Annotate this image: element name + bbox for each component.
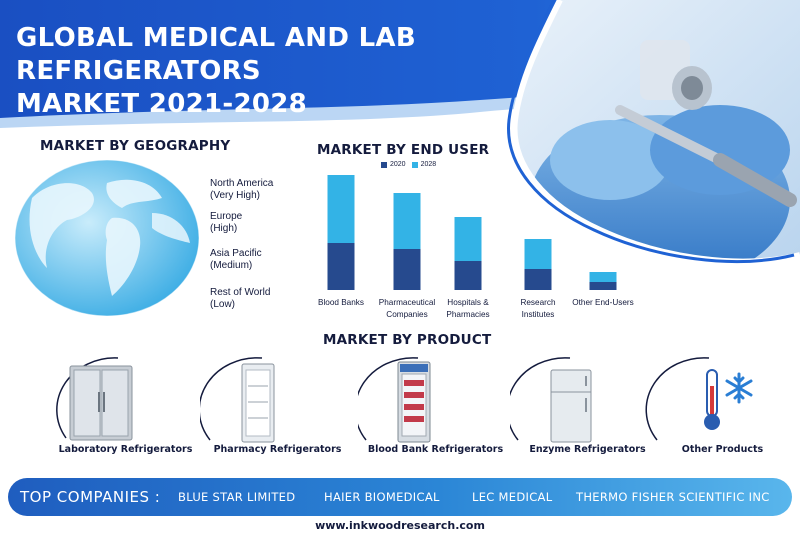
category-label-line: Institutes — [521, 310, 555, 319]
product-heading: MARKET BY PRODUCT — [323, 332, 492, 348]
blood-bank-fridge-icon — [397, 361, 431, 443]
bar-2020-4 — [589, 282, 617, 290]
lab-fridge-icon — [69, 365, 133, 441]
title-line-2: MARKET 2021-2028 — [16, 89, 308, 119]
product-label: Other Products — [681, 444, 764, 455]
enzyme-fridge-icon — [550, 369, 592, 443]
end-user-heading: MARKET BY END USER — [317, 142, 490, 158]
category-label: Other End-Users — [560, 297, 646, 309]
title-line-1: GLOBAL MEDICAL AND LAB REFRIGERATORS — [16, 23, 416, 86]
product-laboratory-refrigerators: Laboratory Refrigerators — [48, 350, 203, 460]
thermometer-snowflake-icon — [704, 369, 753, 430]
bar-2020-3 — [524, 269, 552, 290]
category-label-line: Pharmacies — [446, 310, 490, 319]
legend-label-2020: 2020 — [390, 161, 406, 168]
category-label: Blood Banks — [298, 297, 384, 309]
category-label-line: Companies — [386, 310, 428, 319]
product-arc — [56, 357, 119, 439]
product-arc — [510, 357, 571, 441]
end-user-bar-chart — [327, 175, 617, 290]
region-europe: Europe (High) — [210, 211, 243, 234]
product-label: Blood Bank Refrigerators — [367, 444, 504, 455]
product-pharmacy-refrigerators: Pharmacy Refrigerators — [200, 350, 355, 460]
product-blood-bank-refrigerators: Blood Bank Refrigerators — [358, 350, 513, 460]
legend-label-2028: 2028 — [420, 161, 437, 168]
category-label-line: Other End-Users — [572, 298, 634, 307]
region-north-america: North America (Very High) — [210, 178, 274, 201]
product-arc — [358, 357, 419, 441]
geography-heading: MARKET BY GEOGRAPHY — [40, 138, 231, 154]
category-label-line: Pharmaceutical — [378, 298, 436, 307]
bar-2020-1 — [393, 249, 421, 290]
product-enzyme-refrigerators: Enzyme Refrigerators — [510, 350, 665, 460]
legend-item-2020: 2020 — [381, 161, 406, 168]
region-asia-pacific: Asia Pacific (Medium) — [210, 248, 262, 271]
legend-swatch-2028 — [411, 161, 418, 168]
legend-item-2028: 2028 — [411, 161, 437, 168]
product-arc — [645, 357, 710, 441]
product-arc — [200, 357, 263, 441]
top-companies-title: TOP COMPANIES : — [20, 488, 161, 506]
product-label: Enzyme Refrigerators — [529, 444, 646, 455]
bar-2020-2 — [454, 261, 482, 290]
pharmacy-fridge-icon — [241, 363, 275, 443]
company-name: LEC MEDICAL — [472, 490, 553, 504]
bar-2020-0 — [327, 243, 355, 290]
category-label: Pharmaceutical Companies — [364, 297, 450, 321]
product-other-products: Other Products — [645, 350, 800, 460]
category-label: Research Institutes — [495, 297, 581, 321]
syringe-photo — [507, 0, 800, 265]
category-label-line: Blood Banks — [318, 298, 364, 307]
page-title: GLOBAL MEDICAL AND LAB REFRIGERATORS MAR… — [16, 22, 616, 121]
category-label: Hospitals & Pharmacies — [425, 297, 511, 321]
top-companies-bar: TOP COMPANIES : BLUE STAR LIMITED HAIER … — [8, 478, 792, 516]
legend-swatch-2020 — [381, 161, 387, 168]
chart-legend: 2020 2028 — [381, 161, 436, 168]
company-name: BLUE STAR LIMITED — [178, 490, 296, 504]
company-name: THERMO FISHER SCIENTIFIC INC — [576, 490, 770, 504]
product-label: Pharmacy Refrigerators — [213, 444, 342, 455]
region-rest-of-world: Rest of World (Low) — [210, 287, 271, 310]
globe-icon — [14, 159, 200, 317]
category-label-line: Research — [520, 298, 556, 307]
category-label-line: Hospitals & — [447, 298, 489, 307]
company-name: HAIER BIOMEDICAL — [324, 490, 440, 504]
website-link[interactable]: www.inkwoodresearch.com — [315, 519, 485, 532]
product-label: Laboratory Refrigerators — [58, 444, 193, 455]
